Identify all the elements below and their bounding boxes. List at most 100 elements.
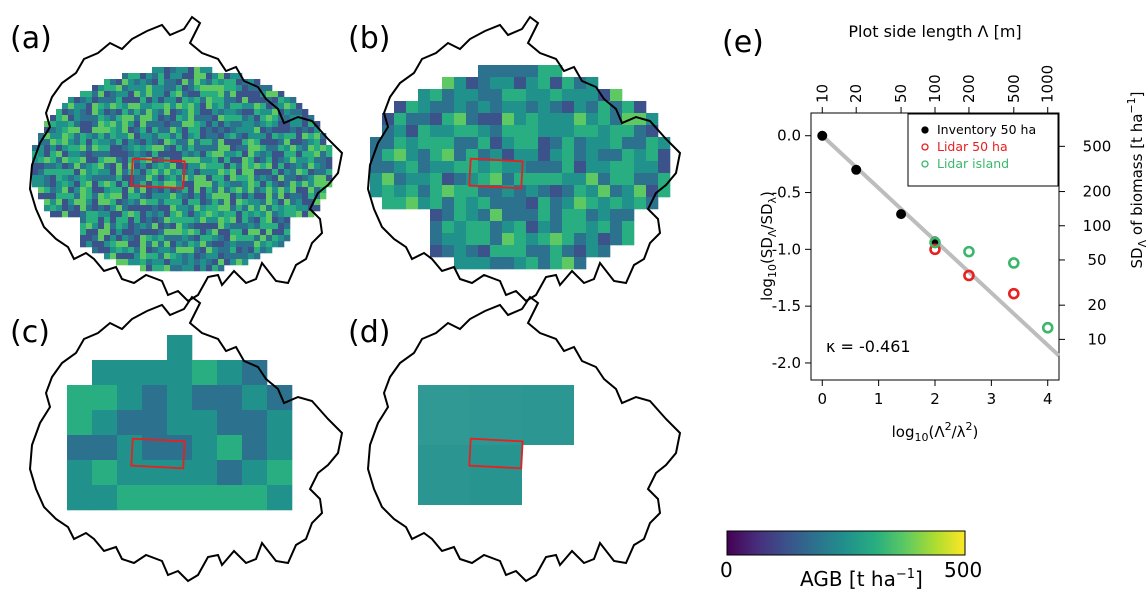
biomass-cell	[314, 139, 321, 146]
biomass-cell	[230, 259, 237, 266]
biomass-cell	[158, 151, 165, 158]
biomass-cell	[254, 115, 261, 122]
biomass-cell	[278, 157, 285, 164]
biomass-cell	[128, 151, 135, 158]
biomass-cell	[116, 151, 123, 158]
biomass-cell	[272, 241, 279, 248]
biomass-cell	[514, 257, 527, 270]
biomass-cell	[248, 151, 255, 158]
biomass-cell	[188, 151, 195, 158]
biomass-cell	[284, 127, 291, 134]
biomass-cell	[278, 121, 285, 128]
biomass-cell	[290, 199, 297, 206]
biomass-cell	[110, 241, 117, 248]
top-axis-title: Plot side length Λ [m]	[848, 22, 1021, 41]
biomass-cell	[218, 199, 225, 206]
biomass-cell	[490, 233, 503, 246]
biomass-cell	[194, 229, 201, 236]
biomass-cell	[454, 209, 467, 222]
point-lidar-50-ha	[963, 269, 975, 282]
biomass-cell	[170, 73, 177, 80]
biomass-cell	[284, 145, 291, 152]
biomass-cell	[176, 187, 183, 194]
top-tick-label: 10	[813, 84, 831, 103]
biomass-cell	[164, 103, 171, 110]
biomass-cell	[194, 133, 201, 140]
biomass-cell	[230, 205, 237, 212]
biomass-cell	[284, 187, 291, 194]
y-axis-title: log10(SDΛ/SDλ)	[758, 191, 779, 301]
biomass-cell	[98, 121, 105, 128]
biomass-cell	[206, 85, 213, 92]
biomass-cell	[320, 133, 327, 140]
biomass-cell	[86, 199, 93, 206]
biomass-cell	[68, 169, 75, 176]
biomass-cell	[110, 181, 117, 188]
biomass-cell	[296, 187, 303, 194]
biomass-cell	[200, 151, 207, 158]
biomass-cell	[478, 89, 491, 102]
biomass-cell	[188, 163, 195, 170]
biomass-cell	[442, 245, 455, 258]
biomass-cell	[122, 73, 129, 80]
biomass-cell	[140, 211, 147, 218]
biomass-cell	[146, 235, 153, 242]
biomass-cell	[98, 235, 105, 242]
biomass-cell	[302, 169, 309, 176]
biomass-cell	[272, 127, 279, 134]
biomass-cell	[194, 181, 201, 188]
biomass-cell	[176, 253, 183, 260]
biomass-cell	[146, 181, 153, 188]
biomass-cell	[230, 79, 237, 86]
biomass-cell	[146, 127, 153, 134]
biomass-cell	[212, 253, 219, 260]
biomass-cell	[146, 97, 153, 104]
biomass-cell	[254, 127, 261, 134]
biomass-cell	[230, 217, 237, 224]
biomass-cell	[622, 149, 635, 162]
biomass-cell	[158, 199, 165, 206]
biomass-cell	[188, 145, 195, 152]
biomass-cell	[290, 127, 297, 134]
biomass-cell	[194, 175, 201, 182]
biomass-cell	[62, 163, 69, 170]
biomass-cell	[98, 127, 105, 134]
biomass-cell	[158, 193, 165, 200]
biomass-cell	[478, 221, 491, 234]
biomass-cell	[50, 193, 57, 200]
biomass-cell	[98, 145, 105, 152]
biomass-cell	[212, 85, 219, 92]
biomass-cell	[152, 121, 159, 128]
biomass-cell	[610, 185, 623, 198]
biomass-cell	[38, 169, 45, 176]
biomass-cell	[290, 157, 297, 164]
biomass-cell	[296, 163, 303, 170]
biomass-cell	[116, 85, 123, 92]
biomass-cell	[406, 113, 419, 126]
biomass-cell	[266, 211, 273, 218]
biomass-cell	[92, 157, 99, 164]
biomass-cell	[302, 121, 309, 128]
biomass-cell	[206, 217, 213, 224]
biomass-cell	[272, 157, 279, 164]
biomass-cell	[308, 169, 315, 176]
biomass-cell	[242, 187, 249, 194]
biomass-cell	[128, 115, 135, 122]
biomass-cell	[182, 103, 189, 110]
biomass-cell	[80, 127, 87, 134]
biomass-cell	[128, 205, 135, 212]
biomass-cell	[550, 221, 563, 234]
biomass-cell	[176, 181, 183, 188]
biomass-cell	[406, 197, 419, 210]
biomass-cell	[254, 193, 261, 200]
biomass-cell	[146, 205, 153, 212]
biomass-cell	[320, 169, 327, 176]
biomass-cell	[526, 257, 539, 270]
biomass-cell	[550, 209, 563, 222]
biomass-cell	[122, 97, 129, 104]
biomass-cell	[284, 115, 291, 122]
biomass-cell	[62, 127, 69, 134]
biomass-cell	[188, 187, 195, 194]
biomass-cell	[200, 205, 207, 212]
biomass-cell	[212, 157, 219, 164]
